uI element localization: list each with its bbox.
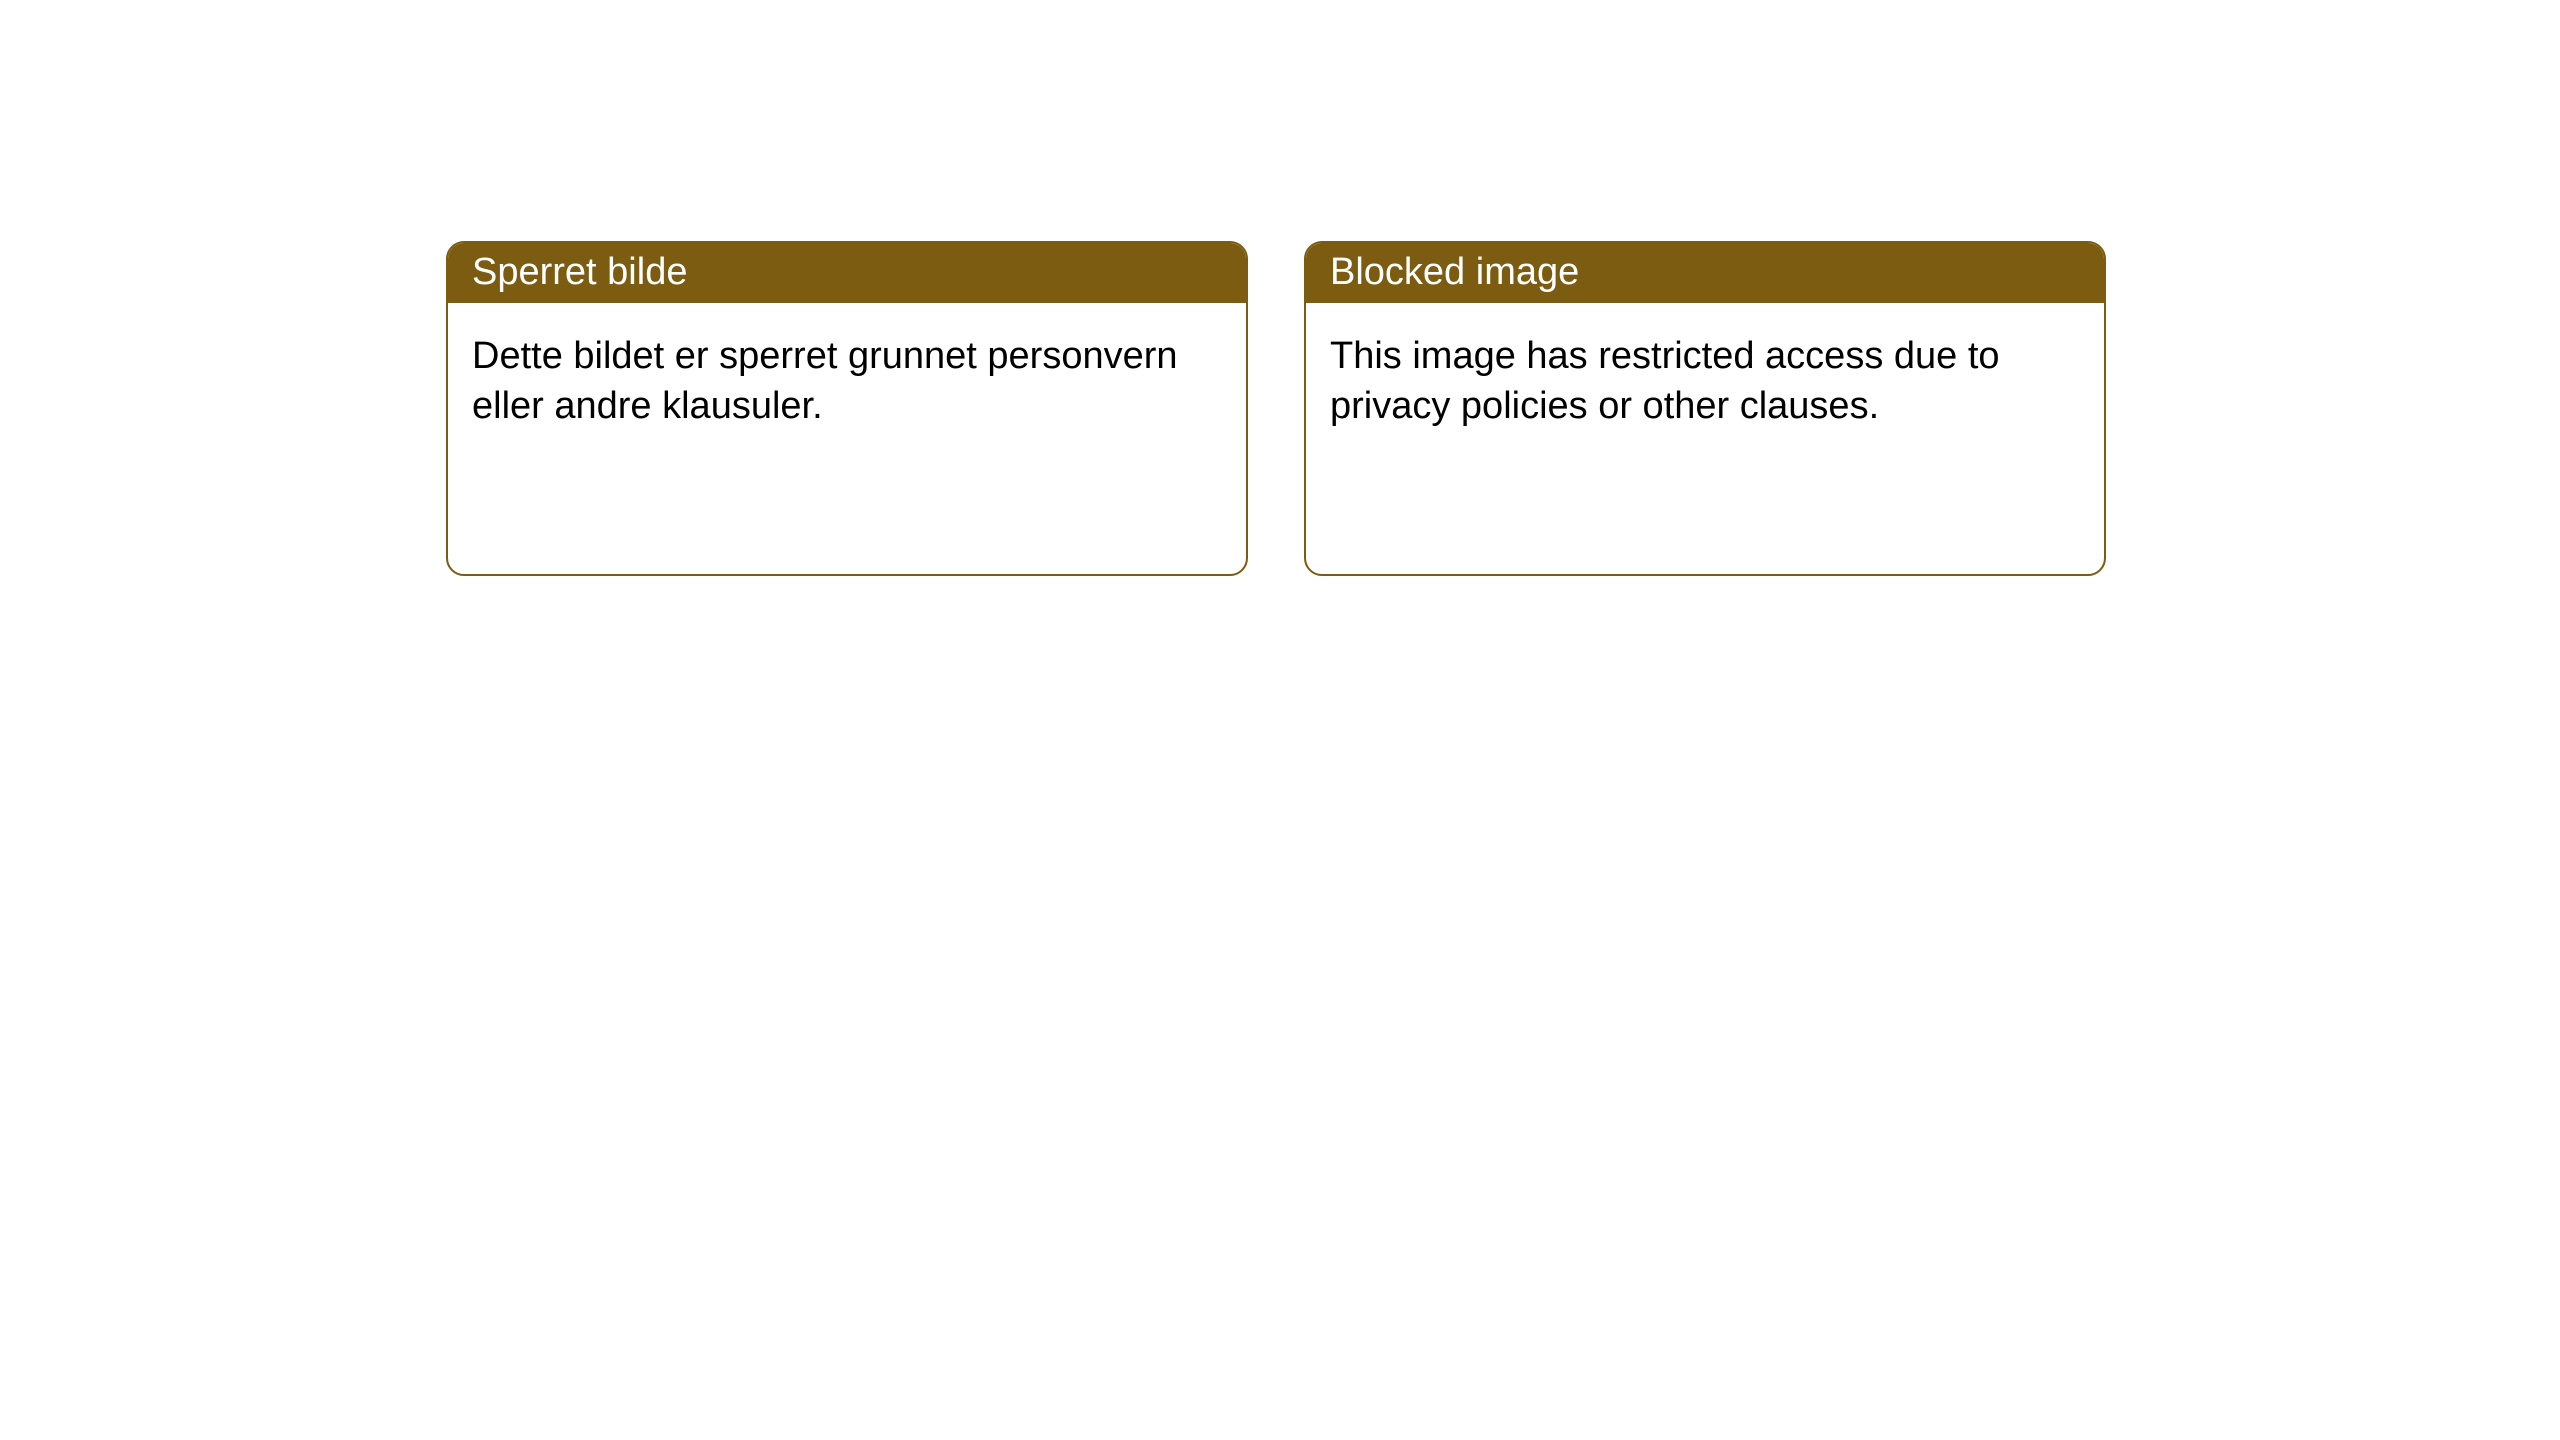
blocked-image-card-en: Blocked image This image has restricted … bbox=[1304, 241, 2106, 576]
card-body-no: Dette bildet er sperret grunnet personve… bbox=[448, 303, 1246, 456]
card-header-en: Blocked image bbox=[1306, 243, 2104, 303]
page-canvas: Sperret bilde Dette bildet er sperret gr… bbox=[0, 0, 2560, 1440]
card-body-en: This image has restricted access due to … bbox=[1306, 303, 2104, 456]
blocked-image-card-no: Sperret bilde Dette bildet er sperret gr… bbox=[446, 241, 1248, 576]
card-header-no: Sperret bilde bbox=[448, 243, 1246, 303]
